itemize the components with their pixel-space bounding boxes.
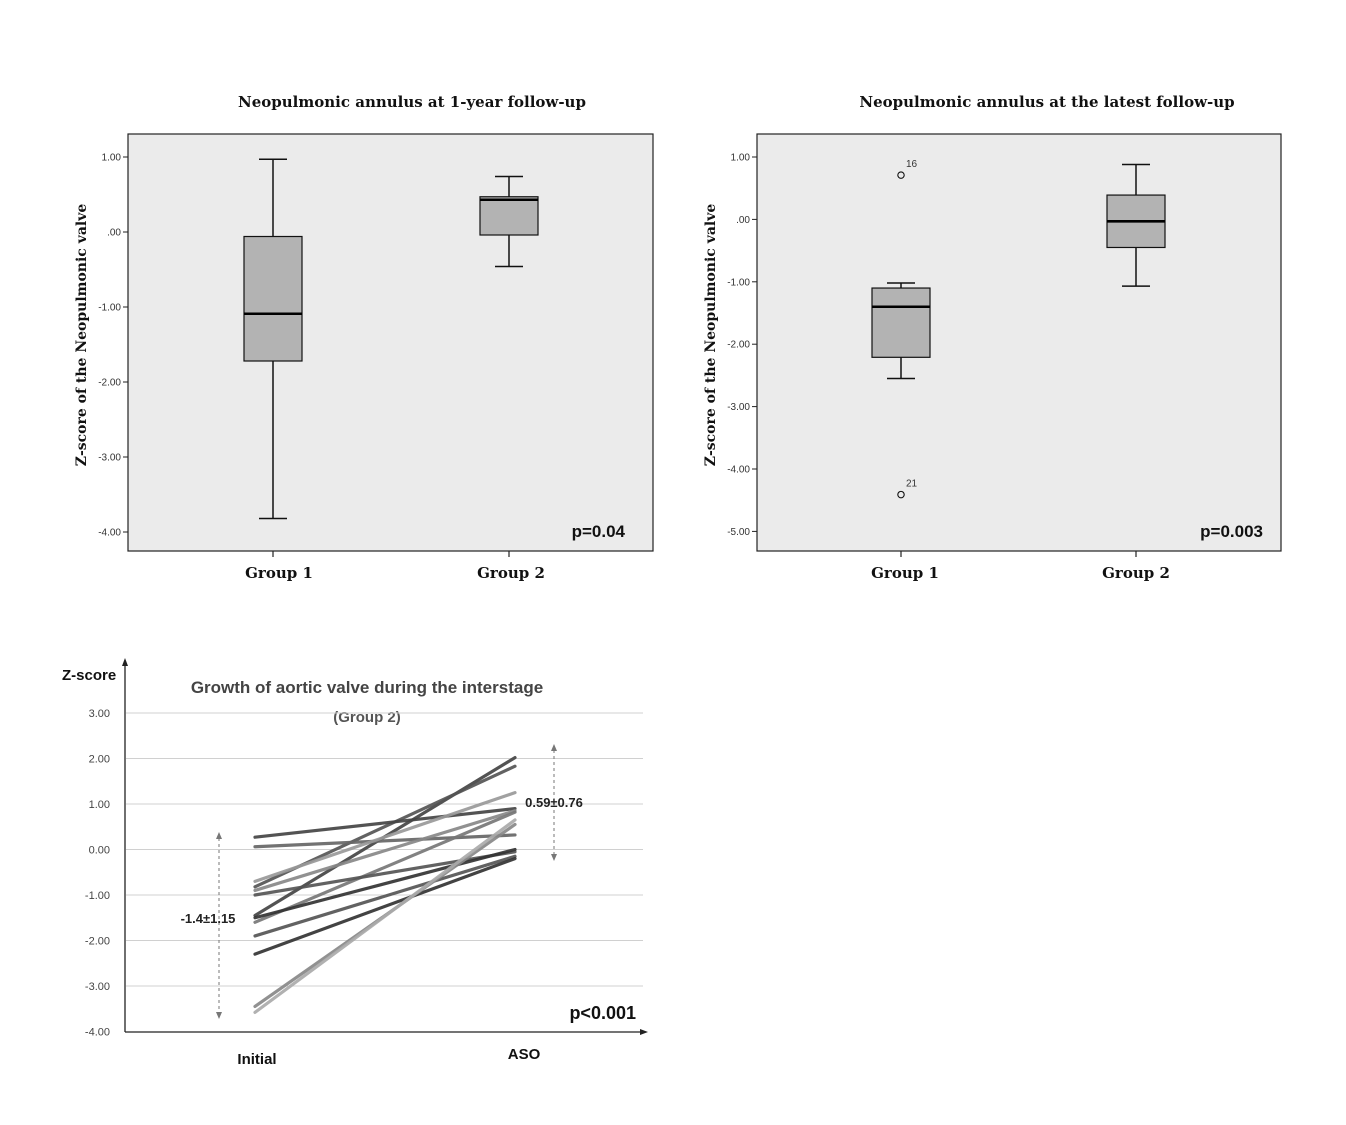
initial-annotation: -1.4±1.15: [181, 911, 236, 926]
outlier-label: 21: [906, 479, 918, 490]
y-tick-label: -4.00: [85, 1027, 110, 1039]
arrow-head-up: [216, 832, 222, 839]
p-value: p=0.04: [572, 522, 626, 541]
p-value: p=0.003: [1200, 522, 1263, 541]
y-tick-label: .00: [736, 215, 750, 226]
x-category-label: Group 1: [245, 564, 313, 582]
x-category-label: Group 1: [871, 564, 939, 582]
series-line: [253, 806, 517, 839]
y-axis-arrow: [122, 658, 128, 666]
outlier-point: [897, 171, 905, 179]
series-line: [253, 856, 517, 956]
series-line: [253, 791, 517, 883]
y-axis-label: Z-score: [62, 667, 116, 684]
y-tick-label: -1.00: [727, 277, 750, 288]
y-tick-label: -4.00: [727, 465, 750, 476]
box-iqr: [243, 235, 303, 362]
plot-area: [756, 133, 1282, 552]
chart-subtitle: (Group 2): [333, 709, 401, 726]
x-category-label: Group 2: [477, 564, 545, 582]
y-tick-label: -1.00: [98, 303, 121, 314]
y-tick-label: -2.00: [98, 378, 121, 389]
y-tick-label: -2.00: [85, 936, 110, 948]
boxplot-panel-1: Neopulmonic annulus at 1-year follow-up …: [74, 93, 654, 582]
box-iqr: [479, 196, 539, 236]
y-ticks: 1.00 .00 -1.00 -2.00 -3.00 -4.00 -5.00: [727, 153, 757, 538]
y-axis-label: Z-score of the Neopulmonic valve: [74, 204, 90, 467]
x-categories: Group 1 Group 2: [871, 551, 1170, 582]
arrow-head-down: [216, 1012, 222, 1019]
aso-annotation: 0.59±0.76: [525, 795, 583, 810]
line-panel: Z-score Growth of aortic valve during th…: [62, 658, 648, 1068]
arrow-head-down: [551, 854, 557, 861]
series-line: [253, 818, 517, 1014]
y-tick-label: -3.00: [727, 402, 750, 413]
y-tick-label: 1.00: [89, 799, 110, 811]
chart-title: Neopulmonic annulus at 1-year follow-up: [238, 93, 586, 111]
series-lines: [253, 755, 517, 1014]
boxes: [243, 158, 539, 520]
y-tick-label: 0.00: [89, 845, 110, 857]
series-line: [253, 847, 517, 920]
plot-area: [127, 133, 654, 552]
y-tick-label: -3.00: [85, 981, 110, 993]
series-line: [253, 850, 517, 897]
y-tick-label: 1.00: [102, 153, 122, 164]
x-categories: Initial ASO: [237, 1046, 540, 1068]
y-tick-label: 3.00: [89, 708, 110, 720]
y-axis-label: Z-score of the Neopulmonic valve: [703, 204, 719, 467]
outlier-label: 16: [906, 159, 918, 170]
y-tick-label: -2.00: [727, 340, 750, 351]
y-tick-label: -3.00: [98, 453, 121, 464]
box-iqr: [871, 287, 931, 358]
series-line: [253, 809, 517, 893]
series-line: [253, 810, 517, 924]
x-categories: Group 1 Group 2: [245, 551, 545, 582]
chart-title: Neopulmonic annulus at the latest follow…: [859, 93, 1234, 111]
series-line: [253, 833, 517, 849]
x-category-label: Group 2: [1102, 564, 1170, 582]
p-value: p<0.001: [569, 1003, 636, 1023]
y-tick-label: 1.00: [731, 153, 751, 164]
y-tick-label: -1.00: [85, 890, 110, 902]
x-category-label: ASO: [508, 1046, 541, 1063]
outlier-point: [897, 490, 905, 499]
y-ticks: 1.00 .00 -1.00 -2.00 -3.00 -4.00: [98, 153, 128, 539]
y-tick-label: 2.00: [89, 754, 110, 766]
x-axis-arrow: [640, 1029, 648, 1035]
y-tick-label: .00: [107, 228, 121, 239]
series-line: [253, 854, 517, 938]
y-tick-label: -5.00: [727, 527, 750, 538]
y-tick-label: -4.00: [98, 528, 121, 539]
boxplot-panel-2: Neopulmonic annulus at the latest follow…: [703, 93, 1282, 582]
y-ticks: 3.00 2.00 1.00 0.00 -1.00 -2.00 -3.00 -4.00: [85, 708, 110, 1039]
x-category-label: Initial: [237, 1051, 276, 1068]
arrow-head-up: [551, 744, 557, 751]
chart-title: Growth of aortic valve during the inters…: [191, 678, 543, 697]
